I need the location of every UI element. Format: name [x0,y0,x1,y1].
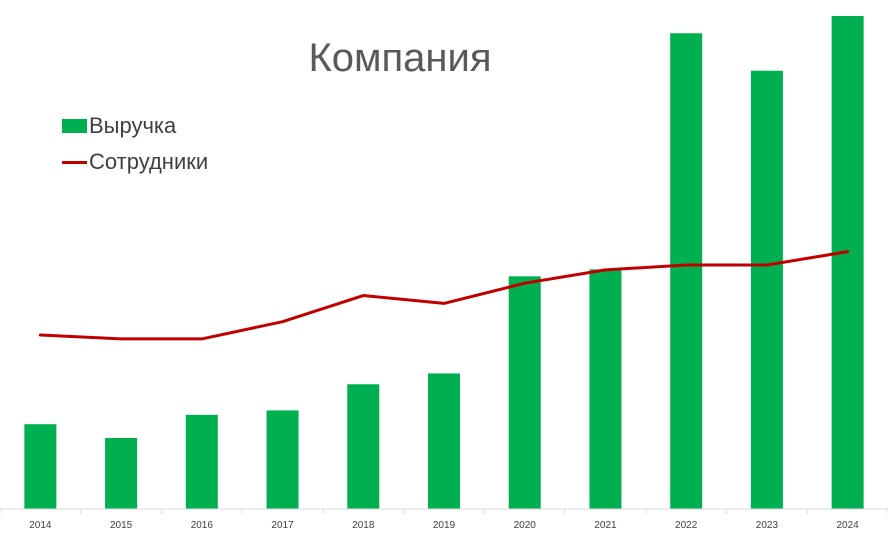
x-tick-label-2017: 2017 [271,520,294,531]
legend-swatch-employees [62,160,87,164]
x-tick-label-2021: 2021 [594,520,617,531]
legend-item-employees: Сотрудники [62,144,208,180]
bar-revenue-2017 [266,410,299,509]
bar-revenue-2018 [347,384,380,509]
legend-label-revenue: Выручка [89,113,177,138]
legend-swatch-revenue [62,119,87,133]
chart-title: Компания [308,36,492,80]
x-tick-label-2015: 2015 [110,520,133,531]
x-tick-label-2023: 2023 [756,520,779,531]
x-tick-label-2024: 2024 [837,520,860,531]
bar-revenue-2021 [589,269,622,509]
x-tick-label-2020: 2020 [514,520,537,531]
bar-revenue-2022 [670,33,703,509]
bar-revenue-2019 [428,373,460,509]
bar-revenue-2020 [508,276,541,509]
legend-item-revenue: Выручка [62,108,208,144]
bar-revenue-2016 [185,414,218,509]
x-tick-label-2018: 2018 [352,520,375,531]
bar-revenue-2023 [750,70,783,510]
bar-revenue-2014 [24,424,57,509]
bar-revenue-2024 [831,16,864,509]
legend: Выручка Сотрудники [62,108,208,180]
line-employees [38,250,850,341]
x-tick-label-2022: 2022 [675,520,698,531]
x-tick-label-2019: 2019 [433,520,456,531]
x-tick-label-2016: 2016 [191,520,214,531]
x-tick-label-2014: 2014 [29,520,52,531]
bar-revenue-2015 [105,438,138,509]
legend-label-employees: Сотрудники [89,149,209,174]
